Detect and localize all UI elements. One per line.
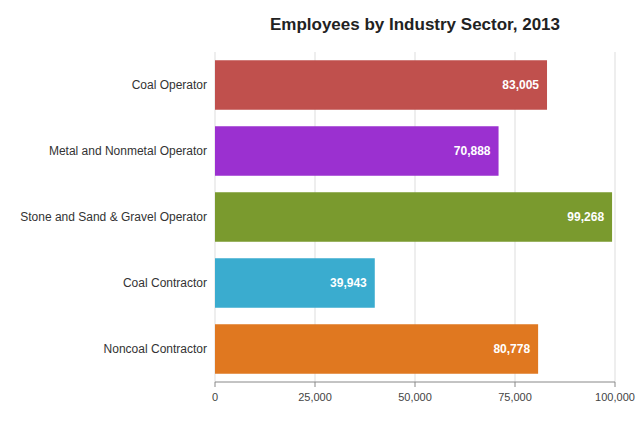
- tick-mark: [415, 382, 416, 387]
- tick-label: 25,000: [298, 391, 332, 403]
- data-label: 83,005: [502, 78, 539, 92]
- tick-label: 100,000: [595, 391, 635, 403]
- bars: [215, 60, 612, 374]
- grid-line: [615, 52, 616, 382]
- bar: [215, 192, 612, 242]
- category-label: Metal and Nonmetal Operator: [49, 144, 207, 158]
- grid: [215, 52, 615, 382]
- data-label: 70,888: [454, 144, 491, 158]
- bar: [215, 60, 547, 110]
- tick-label: 75,000: [498, 391, 532, 403]
- category-label: Noncoal Contractor: [104, 342, 207, 356]
- labels: 80,778 39,943 99,268 70,888 83,005: [330, 78, 604, 356]
- tick-mark: [215, 382, 216, 387]
- bar: [215, 324, 538, 374]
- tick-mark: [615, 382, 616, 387]
- chart-container: Employees by Industry Sector, 2013 0 25,00…: [0, 0, 640, 424]
- bar: [215, 126, 499, 176]
- tick-label: 50,000: [398, 391, 432, 403]
- data-label: 99,268: [567, 210, 604, 224]
- category-label: Coal Contractor: [123, 276, 207, 290]
- category-label: Coal Operator: [132, 78, 207, 92]
- tick-mark: [515, 382, 516, 387]
- bar: [215, 258, 375, 308]
- axis-line: [215, 382, 615, 383]
- category-label: Stone and Sand & Gravel Operator: [20, 210, 207, 224]
- chart-title: Employees by Industry Sector, 2013: [270, 15, 560, 34]
- tick-label: 0: [212, 391, 218, 403]
- data-label: 80,778: [493, 342, 530, 356]
- chart-svg: Employees by Industry Sector, 2013 0 25,00…: [0, 0, 640, 424]
- data-label: 39,943: [330, 276, 367, 290]
- tick-mark: [315, 382, 316, 387]
- x-axis: 0 25,000 50,000 75,000 100,000 Noncoal Contra…: [20, 78, 635, 403]
